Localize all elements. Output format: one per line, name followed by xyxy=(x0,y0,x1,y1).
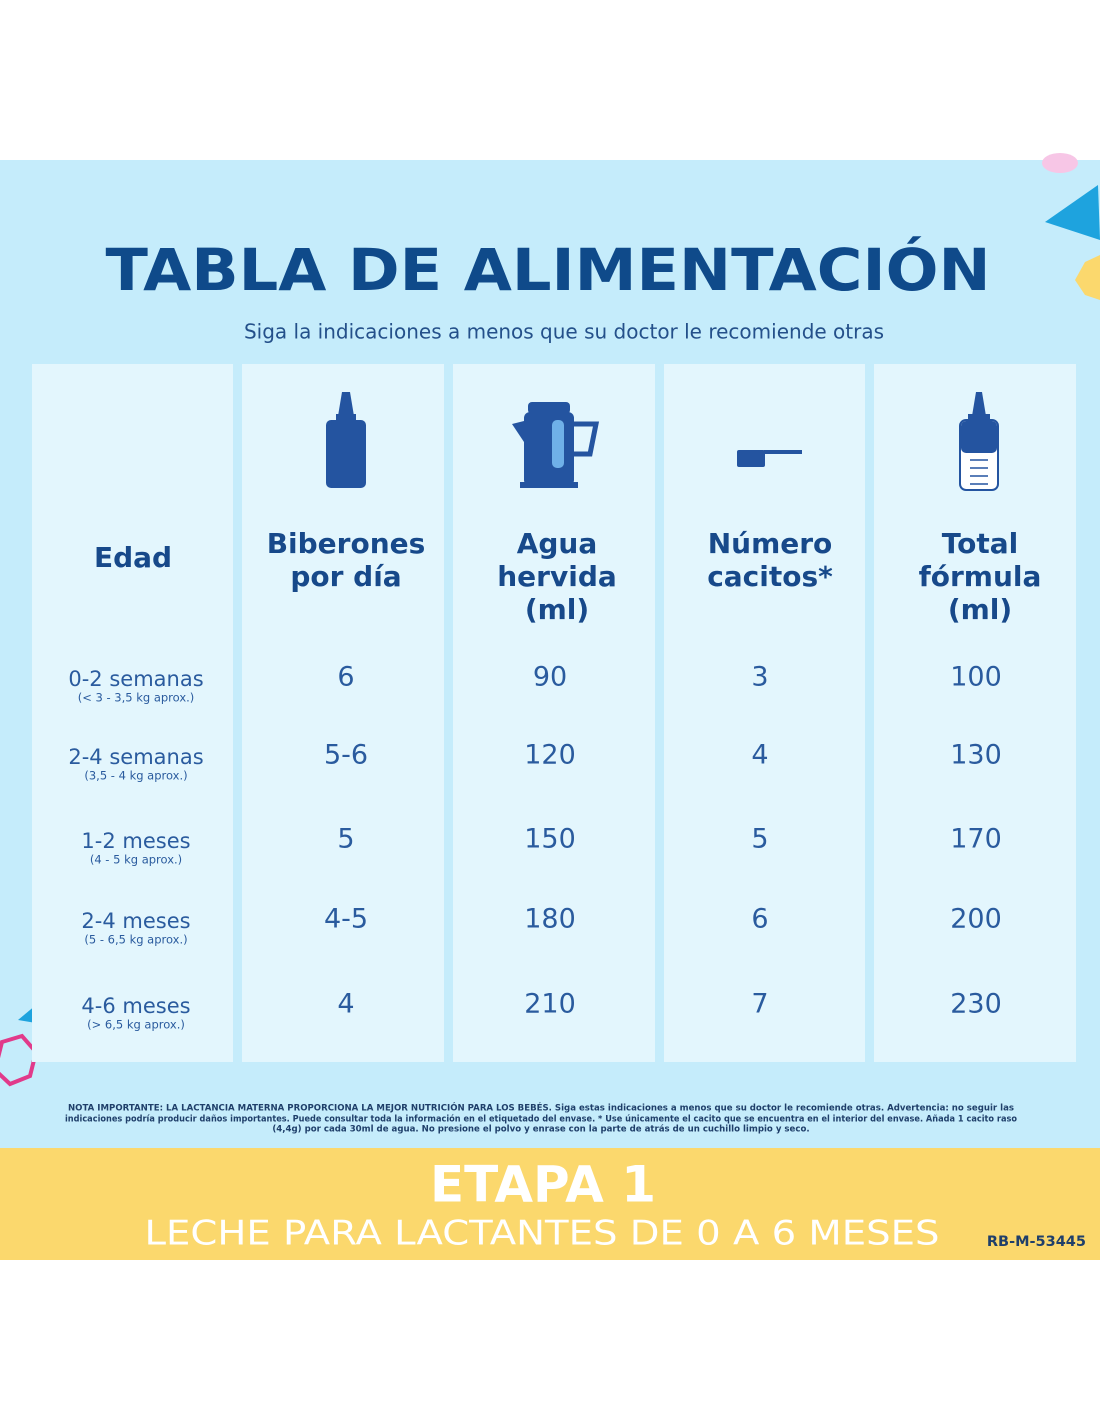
age: 2-4 semanas xyxy=(68,745,203,769)
age: 1-2 meses xyxy=(81,829,190,853)
cell: 180 xyxy=(524,904,576,935)
age: 4-6 meses xyxy=(81,994,190,1018)
age: 0-2 semanas xyxy=(68,667,203,691)
cell: 200 xyxy=(950,904,1002,935)
decoration xyxy=(1042,153,1078,173)
weight: (< 3 - 3,5 kg aprox.) xyxy=(78,691,195,705)
kettle-icon xyxy=(512,402,600,488)
weight: (3,5 - 4 kg aprox.) xyxy=(84,769,187,783)
column-header: Total xyxy=(942,527,1019,560)
table-columns xyxy=(32,364,1076,1062)
cell: 3 xyxy=(751,662,768,693)
code: RB-M-53445 xyxy=(987,1234,1086,1250)
stage: ETAPA 1 xyxy=(430,1156,656,1214)
title: TABLA DE ALIMENTACIÓN xyxy=(106,235,991,304)
note-line: NOTA IMPORTANTE: LA LACTANCIA MATERNA PR… xyxy=(68,1102,1014,1114)
bottle-icon xyxy=(326,392,366,488)
decoration xyxy=(0,1033,39,1087)
cell: 170 xyxy=(950,824,1002,855)
cell: 6 xyxy=(751,904,768,935)
weight: (5 - 6,5 kg aprox.) xyxy=(84,933,187,947)
graduated-bottle-icon xyxy=(959,392,999,491)
cell: 6 xyxy=(337,662,354,693)
column-header: Biberones xyxy=(267,527,426,560)
column-header: (ml) xyxy=(525,593,589,626)
column-header: cacitos* xyxy=(707,560,833,593)
cell: 7 xyxy=(751,989,768,1020)
decoration xyxy=(1075,255,1100,300)
cell: 4-5 xyxy=(324,904,368,935)
column-header: fórmula xyxy=(919,560,1042,593)
column-header: Agua xyxy=(517,527,598,560)
cell: 5-6 xyxy=(324,740,368,771)
cell: 230 xyxy=(950,989,1002,1020)
subtitle: Siga la indicaciones a menos que su doct… xyxy=(244,320,884,344)
column-header: Número xyxy=(708,527,833,560)
cell: 90 xyxy=(533,662,567,693)
cell: 150 xyxy=(524,824,576,855)
column-header: Edad xyxy=(94,541,172,574)
note-line: (4,4g) por cada 30ml de agua. No presion… xyxy=(272,1125,809,1135)
column-header: hervida xyxy=(497,560,617,593)
cell: 4 xyxy=(751,740,768,771)
cell: 5 xyxy=(337,824,354,855)
footer-band xyxy=(0,1148,1100,1260)
age: 2-4 meses xyxy=(81,909,190,933)
weight: (4 - 5 kg aprox.) xyxy=(90,853,182,867)
product: LECHE PARA LACTANTES DE 0 A 6 MESES xyxy=(145,1214,940,1254)
cell: 100 xyxy=(950,662,1002,693)
note-line: indicaciones podría producir daños impor… xyxy=(65,1114,1017,1125)
cell: 5 xyxy=(751,824,768,855)
cell: 130 xyxy=(950,740,1002,771)
cell: 4 xyxy=(337,989,354,1020)
decoration xyxy=(1045,185,1100,240)
cell: 120 xyxy=(524,740,576,771)
column-header: (ml) xyxy=(948,593,1012,626)
scoop-icon xyxy=(737,450,802,467)
column-header: por día xyxy=(290,560,401,593)
cell: 210 xyxy=(524,989,576,1020)
weight: (> 6,5 kg aprox.) xyxy=(87,1018,185,1032)
